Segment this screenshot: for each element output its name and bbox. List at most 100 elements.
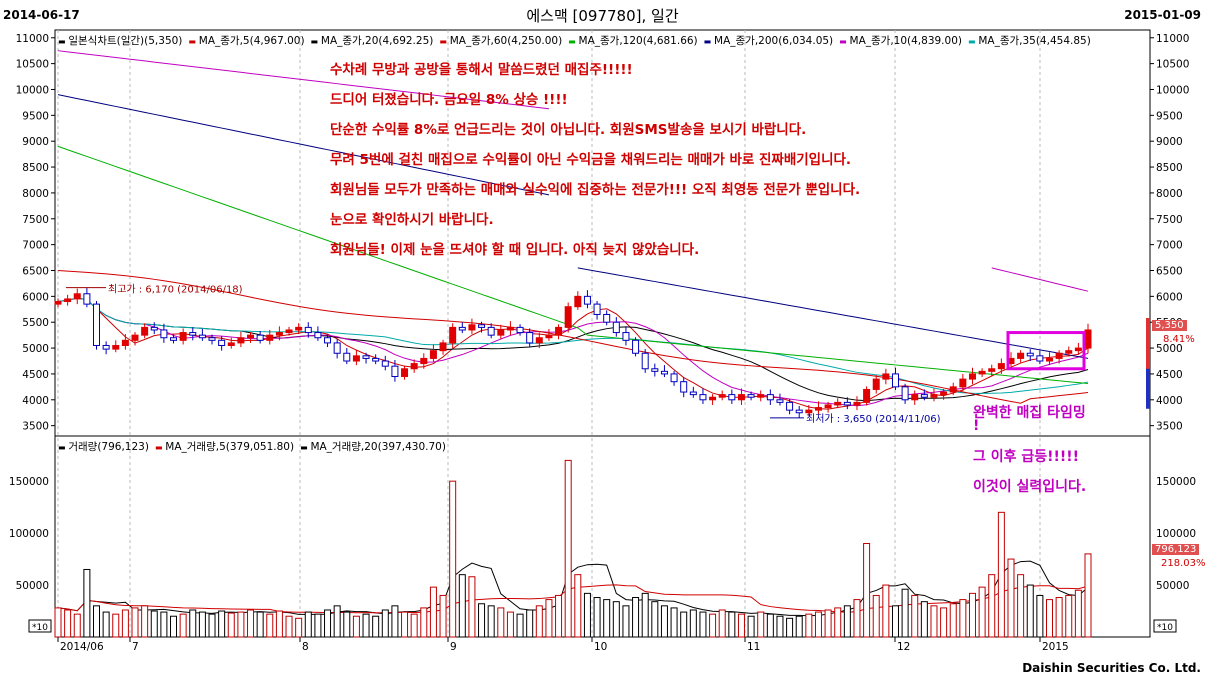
volume-bar-107 bbox=[1084, 553, 1092, 638]
volume-bar-28 bbox=[324, 609, 332, 638]
volume-bar-15 bbox=[198, 611, 206, 638]
volume-bar-103 bbox=[1045, 599, 1053, 638]
price-tick-label-left-13: 4500 bbox=[22, 369, 49, 381]
candle-body-44 bbox=[478, 324, 486, 328]
candle-body-16 bbox=[208, 337, 216, 341]
volume-bar-32 bbox=[362, 613, 370, 638]
volume-tick-label-right-0: 150000 bbox=[1156, 476, 1196, 488]
candle-body-68 bbox=[709, 396, 717, 401]
ma-200-line-a bbox=[57, 94, 550, 196]
note-line-2: 단순한 수익률 8%로 언급드리는 것이 아닙니다. 회원SMS발송을 보시기 … bbox=[330, 122, 807, 138]
price-legend-item-3: ▬ MA_종가,60(4,250.00) bbox=[439, 35, 563, 47]
volume-bar-49 bbox=[526, 609, 534, 638]
candle-body-86 bbox=[882, 373, 890, 380]
volume-bar-35 bbox=[391, 605, 399, 638]
volume-bar-67 bbox=[699, 611, 707, 638]
candle-body-53 bbox=[564, 306, 572, 328]
volume-bar-65 bbox=[680, 611, 688, 638]
candle-body-3 bbox=[83, 293, 91, 305]
volume-bar-38 bbox=[420, 607, 428, 638]
volume-bar-97 bbox=[988, 574, 996, 638]
volume-bar-80 bbox=[824, 609, 832, 638]
candle-body-58 bbox=[612, 321, 620, 334]
accumulation-box bbox=[1006, 331, 1086, 371]
high-annotation: 최고가 : 6,170 (2014/06/18) bbox=[108, 284, 243, 296]
ma-120-line bbox=[57, 145, 1089, 385]
x-tick-label-7: 2015 bbox=[1042, 641, 1069, 653]
candle-body-91 bbox=[930, 394, 938, 398]
candle-body-54 bbox=[574, 295, 582, 308]
volume-bar-81 bbox=[834, 607, 842, 638]
candle-body-84 bbox=[863, 388, 871, 403]
candle-body-76 bbox=[786, 401, 794, 411]
volume-bar-21 bbox=[256, 611, 264, 638]
ma-5-line bbox=[57, 297, 1089, 410]
note-line-1: 드디어 터졌습니다. 금요일 8% 상승 !!!! bbox=[330, 92, 568, 108]
volume-legend-item-1: ▬ MA_거래량,5(379,051.80) bbox=[154, 441, 295, 453]
x-tick-label-0: 2014/06 bbox=[60, 641, 104, 653]
volume-bar-83 bbox=[853, 599, 861, 638]
volume-tick-label-left-2: 50000 bbox=[16, 580, 49, 592]
volume-bar-24 bbox=[285, 615, 293, 638]
candle-body-11 bbox=[160, 329, 168, 339]
candle-body-67 bbox=[699, 394, 707, 401]
volume-legend-item-2: ▬ MA_거래량,20(397,430.70) bbox=[300, 441, 446, 453]
volume-bar-2 bbox=[73, 613, 81, 638]
side-note-0: 완벽한 매집 타임밍 bbox=[973, 405, 1086, 421]
candle-body-39 bbox=[429, 350, 437, 359]
volume-bar-26 bbox=[304, 611, 312, 638]
candle-body-81 bbox=[834, 401, 842, 406]
candle-body-31 bbox=[352, 355, 360, 362]
volume-bar-82 bbox=[843, 605, 851, 638]
volume-bar-20 bbox=[247, 609, 255, 638]
volume-bar-16 bbox=[208, 613, 216, 638]
price-tick-label-right-12: 5000 bbox=[1156, 343, 1183, 355]
x-tick-label-4: 10 bbox=[594, 641, 607, 653]
candle-body-64 bbox=[670, 373, 678, 383]
volume-bar-47 bbox=[506, 611, 514, 638]
price-legend-item-0: ▬ 일본식차트(일간)(5,350) bbox=[58, 35, 183, 47]
volume-bar-72 bbox=[747, 615, 755, 638]
volume-bar-85 bbox=[872, 594, 880, 638]
candle-body-55 bbox=[583, 295, 591, 305]
volume-tag: 796,123 bbox=[1152, 544, 1200, 555]
price-tick-label-left-12: 5000 bbox=[22, 343, 49, 355]
volume-unit-label-0: *10 bbox=[32, 623, 48, 633]
candle-body-32 bbox=[362, 355, 370, 359]
price-tick-label-left-6: 8000 bbox=[22, 188, 49, 200]
volume-bar-106 bbox=[1074, 589, 1082, 638]
candle-body-37 bbox=[410, 363, 418, 370]
candle-body-8 bbox=[131, 334, 139, 341]
volume-bar-99 bbox=[1007, 558, 1015, 638]
candle-body-22 bbox=[266, 334, 274, 341]
volume-bar-100 bbox=[1017, 574, 1025, 638]
candle-body-36 bbox=[401, 368, 409, 378]
volume-bar-84 bbox=[863, 543, 871, 638]
candle-body-70 bbox=[728, 394, 736, 401]
ma-60-line bbox=[57, 269, 1089, 404]
volume-bar-46 bbox=[497, 607, 505, 638]
price-tick-label-left-7: 7500 bbox=[22, 214, 49, 226]
note-line-5: 눈으로 확인하시기 바랍니다. bbox=[330, 212, 494, 228]
volume-bar-14 bbox=[189, 609, 197, 638]
volume-bar-25 bbox=[295, 617, 303, 638]
price-tick-label-right-9: 6500 bbox=[1156, 265, 1183, 277]
volume-bar-1 bbox=[64, 609, 72, 638]
price-tick-label-right-6: 8000 bbox=[1156, 188, 1183, 200]
volume-bar-61 bbox=[641, 592, 649, 638]
candle-body-103 bbox=[1045, 357, 1053, 362]
candle-body-74 bbox=[766, 394, 774, 401]
candle-body-92 bbox=[940, 391, 948, 396]
candle-body-83 bbox=[853, 401, 861, 406]
candle-body-85 bbox=[872, 378, 880, 390]
candle-body-7 bbox=[121, 339, 129, 346]
volume-bar-6 bbox=[112, 613, 120, 638]
candle-body-105 bbox=[1065, 350, 1073, 354]
volume-bar-7 bbox=[121, 609, 129, 638]
candle-body-4 bbox=[93, 303, 101, 346]
candle-body-95 bbox=[968, 373, 976, 380]
price-tick-label-left-0: 11000 bbox=[16, 33, 49, 45]
price-legend-item-4: ▬ MA_종가,120(4,681.66) bbox=[568, 35, 698, 47]
candle-body-102 bbox=[1036, 355, 1044, 362]
volume-bar-101 bbox=[1026, 584, 1034, 638]
